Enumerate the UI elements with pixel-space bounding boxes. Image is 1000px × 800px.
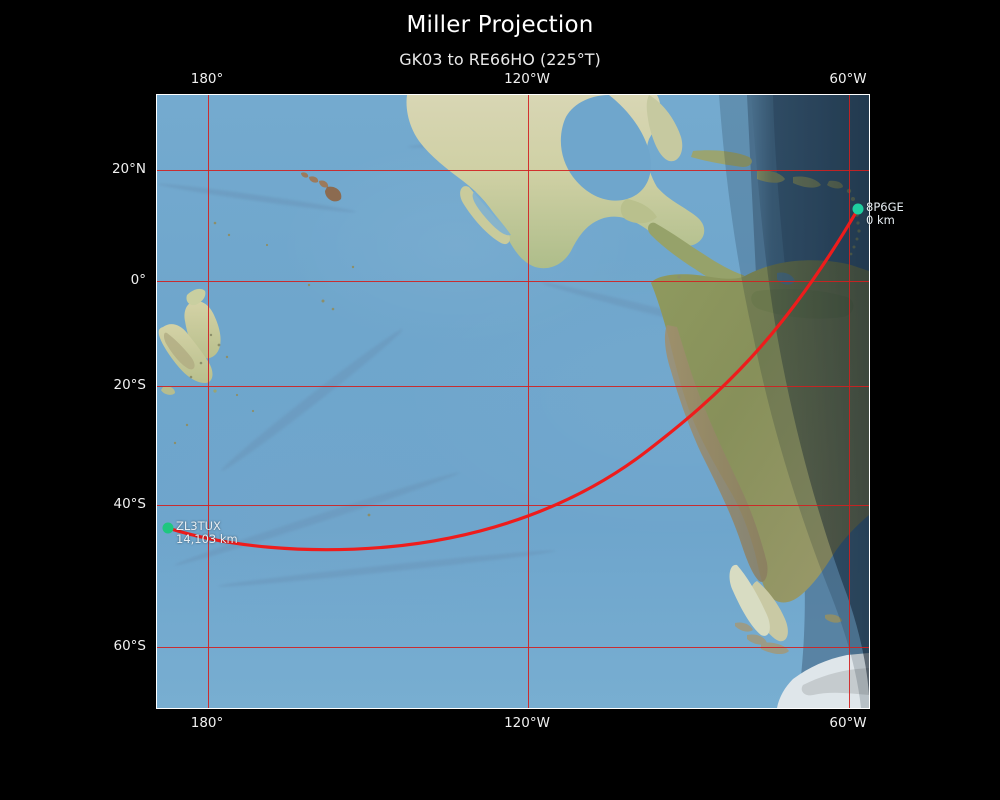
axis-tick-top-2: 60°W — [829, 71, 867, 87]
axis-tick-left-3: 40°S — [113, 496, 147, 512]
axis-tick-left-1: 0° — [130, 272, 146, 288]
page-title: Miller Projection — [406, 12, 594, 38]
graticule-meridian-180 — [208, 95, 209, 708]
axis-tick-top-0: 180° — [190, 71, 224, 87]
graticule-parallel-20n — [157, 170, 869, 171]
graticule-parallel-40s — [157, 505, 869, 506]
great-circle-path — [166, 207, 860, 552]
graticule-parallel-0 — [157, 281, 869, 282]
marker-start-callsign: ZL3TUX — [176, 519, 221, 533]
marker-start-distance: 14,103 km — [176, 532, 238, 546]
graticule-parallel-20s — [157, 386, 869, 387]
marker-end-callsign: 8P6GE — [866, 200, 904, 214]
map-plot-area[interactable]: ZL3TUX 14,103 km — [156, 94, 870, 709]
marker-station-start[interactable] — [162, 522, 174, 534]
axis-tick-top-1: 120°W — [504, 71, 550, 87]
marker-end-distance: 0 km — [866, 213, 895, 227]
axis-tick-bottom-0: 180° — [190, 715, 224, 731]
axis-tick-left-2: 20°S — [113, 377, 147, 393]
graticule-parallel-60s — [157, 647, 869, 648]
graticule-meridian-120w — [528, 95, 529, 708]
figure-subtitle: GK03 to RE66HO (225°T) — [399, 50, 601, 69]
axis-tick-left-4: 60°S — [113, 638, 147, 654]
graticule-meridian-60w — [849, 95, 850, 708]
axis-tick-bottom-1: 120°W — [504, 715, 550, 731]
axis-tick-bottom-2: 60°W — [829, 715, 867, 731]
marker-station-end[interactable] — [852, 203, 864, 215]
axis-tick-left-0: 20°N — [111, 161, 146, 177]
